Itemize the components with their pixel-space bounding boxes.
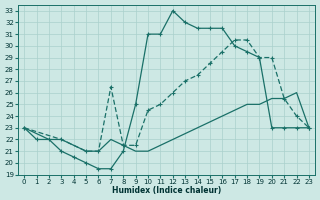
X-axis label: Humidex (Indice chaleur): Humidex (Indice chaleur) (112, 186, 221, 195)
